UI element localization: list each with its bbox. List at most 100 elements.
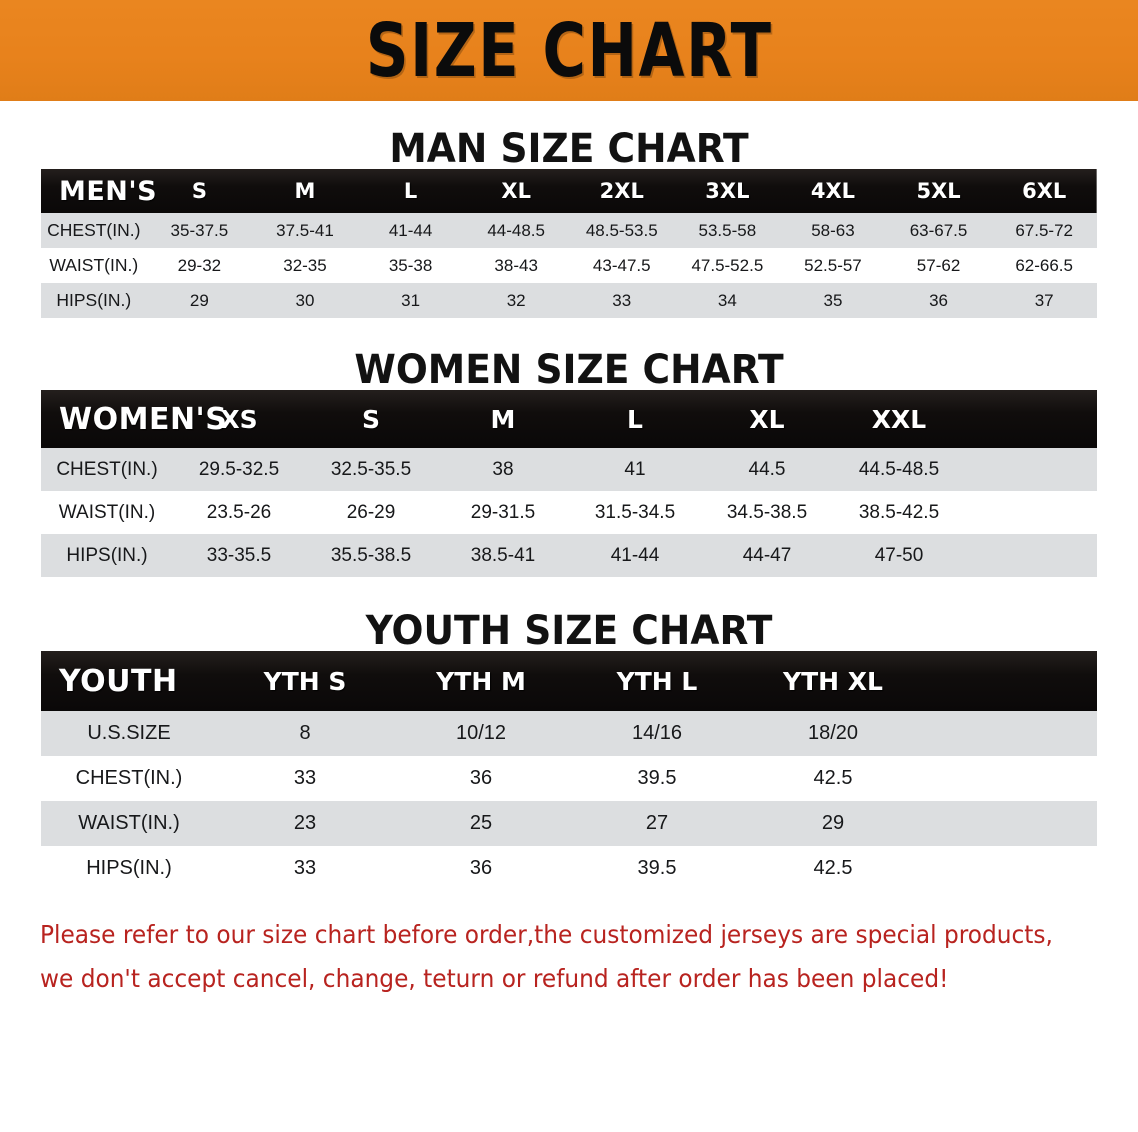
column-header: M (490, 404, 516, 434)
column-header: XL (501, 179, 531, 203)
table-cell: 33 (293, 767, 317, 789)
table-cell: 39.5 (637, 767, 677, 789)
table-row: U.S.SIZE 8 10/12 14/16 18/20 (41, 711, 1097, 756)
row-label: WAIST(IN.) (78, 812, 180, 834)
man-table-body: CHEST(IN.) 35-37.5 37.5-41 41-44 44-48.5… (41, 213, 1097, 318)
table-cell: 57-62 (916, 255, 961, 275)
section-title-women: WOMEN SIZE CHART (354, 347, 784, 393)
column-header-empty (921, 651, 1097, 711)
table-cell: 35 (823, 290, 843, 310)
table-cell: 27 (645, 812, 669, 834)
table-cell: 47-50 (874, 544, 924, 566)
table-cell: 14/16 (631, 722, 683, 744)
section-title-youth: YOUTH SIZE CHART (365, 608, 773, 654)
table-cell: 53.5-58 (698, 220, 757, 240)
table-row: CHEST(IN.) 35-37.5 37.5-41 41-44 44-48.5… (41, 213, 1097, 248)
table-cell: 35-37.5 (170, 220, 229, 240)
table-cell: 37.5-41 (276, 220, 334, 240)
table-cell: 33 (612, 290, 632, 310)
table-cell: 32-35 (283, 255, 327, 275)
table-cell: 41-44 (388, 220, 433, 240)
column-header: XL (749, 404, 785, 434)
table-cell: 23 (293, 812, 317, 834)
corner-label-mens: MEN'S (59, 175, 158, 207)
table-cell: 63-67.5 (909, 220, 968, 240)
table-cell: 36 (929, 290, 948, 310)
column-header: M (294, 179, 316, 203)
corner-label-youth: YOUTH (59, 663, 178, 699)
table-cell: 44-48.5 (487, 220, 545, 240)
table-cell: 44.5-48.5 (858, 458, 940, 480)
table-cell: 18/20 (807, 722, 859, 744)
table-cell: 41 (624, 458, 646, 480)
table-cell: 48.5-53.5 (585, 220, 658, 240)
row-label: CHEST(IN.) (75, 767, 183, 789)
table-row: HIPS(IN.) 33-35.5 35.5-38.5 38.5-41 41-4… (41, 534, 1097, 577)
table-cell: 38-43 (494, 255, 538, 275)
man-size-table: MEN'S S M L XL 2XL 3XL 4XL 5XL 6XL CHEST… (41, 169, 1097, 318)
column-header: 4XL (810, 179, 856, 203)
table-cell: 35.5-38.5 (330, 544, 412, 566)
table-row: WAIST(IN.) 23.5-26 26-29 29-31.5 31.5-34… (41, 491, 1097, 534)
table-cell: 36 (469, 767, 493, 789)
table-cell: 32.5-35.5 (330, 458, 412, 480)
table-cell: 29 (189, 290, 209, 310)
youth-table-body: U.S.SIZE 8 10/12 14/16 18/20 CHEST(IN.) … (41, 711, 1097, 891)
table-cell: 38 (492, 458, 514, 480)
table-cell: 29 (821, 812, 845, 834)
table-row: HIPS(IN.) 33 36 39.5 42.5 (41, 846, 1097, 891)
women-table-header: WOMEN'S XS S M L XL XXL (41, 390, 1097, 448)
table-cell: 67.5-72 (1015, 220, 1073, 240)
column-header: L (627, 404, 643, 434)
table-cell: 36 (469, 857, 493, 879)
disclaimer-note: Please refer to our size chart before or… (40, 913, 1053, 1001)
disclaimer-line-2: we don't accept cancel, change, teturn o… (40, 964, 949, 993)
table-cell-empty (965, 448, 1097, 491)
women-table-body: CHEST(IN.) 29.5-32.5 32.5-35.5 38 41 44.… (41, 448, 1097, 577)
table-cell: 38.5-41 (470, 544, 536, 566)
column-header-empty (965, 390, 1097, 448)
page-title: SIZE CHART (365, 7, 773, 94)
column-header: 3XL (705, 179, 750, 203)
column-header: 5XL (916, 179, 961, 203)
page-banner: SIZE CHART (0, 0, 1138, 101)
table-cell: 31.5-34.5 (594, 501, 676, 523)
table-cell: 47.5-52.5 (691, 255, 764, 275)
table-cell: 35-38 (388, 255, 433, 275)
column-header: 2XL (599, 179, 644, 203)
table-cell: 33-35.5 (206, 544, 272, 566)
table-row: CHEST(IN.) 33 36 39.5 42.5 (41, 756, 1097, 801)
table-cell: 29.5-32.5 (198, 458, 280, 480)
table-cell-empty (921, 711, 1097, 756)
table-cell-empty (921, 756, 1097, 801)
corner-label-womens: WOMEN'S (59, 401, 228, 437)
row-label: U.S.SIZE (87, 722, 171, 744)
table-cell: 44.5 (748, 458, 786, 480)
women-size-table: WOMEN'S XS S M L XL XXL CHEST(IN.) 29.5-… (41, 390, 1097, 577)
table-cell: 10/12 (455, 722, 507, 744)
table-cell: 41-44 (610, 544, 660, 566)
row-label: HIPS(IN.) (56, 290, 132, 310)
section-title-man: MAN SIZE CHART (389, 126, 749, 172)
table-cell: 29-31.5 (470, 501, 536, 523)
table-cell: 29-32 (177, 255, 222, 275)
disclaimer-line-1: Please refer to our size chart before or… (40, 920, 1053, 949)
women-size-table-wrap: WOMEN'S XS S M L XL XXL CHEST(IN.) 29.5-… (41, 390, 1097, 577)
table-cell: 32 (506, 290, 526, 310)
man-table-header: MEN'S S M L XL 2XL 3XL 4XL 5XL 6XL (41, 169, 1097, 213)
table-cell: 42.5 (813, 857, 853, 879)
column-header: XXL (871, 404, 927, 434)
table-cell: 34 (717, 290, 737, 310)
row-label: CHEST(IN.) (47, 220, 141, 240)
table-cell: 39.5 (637, 857, 677, 879)
column-header: YTH S (263, 666, 347, 696)
row-label: HIPS(IN.) (86, 857, 172, 879)
column-header: S (361, 404, 380, 434)
column-header: L (403, 179, 418, 203)
row-label: CHEST(IN.) (56, 458, 158, 480)
column-header: 6XL (1022, 179, 1067, 203)
table-cell: 37 (1034, 290, 1054, 310)
table-cell: 33 (293, 857, 317, 879)
table-cell: 8 (299, 722, 311, 744)
column-header: S (191, 179, 207, 203)
